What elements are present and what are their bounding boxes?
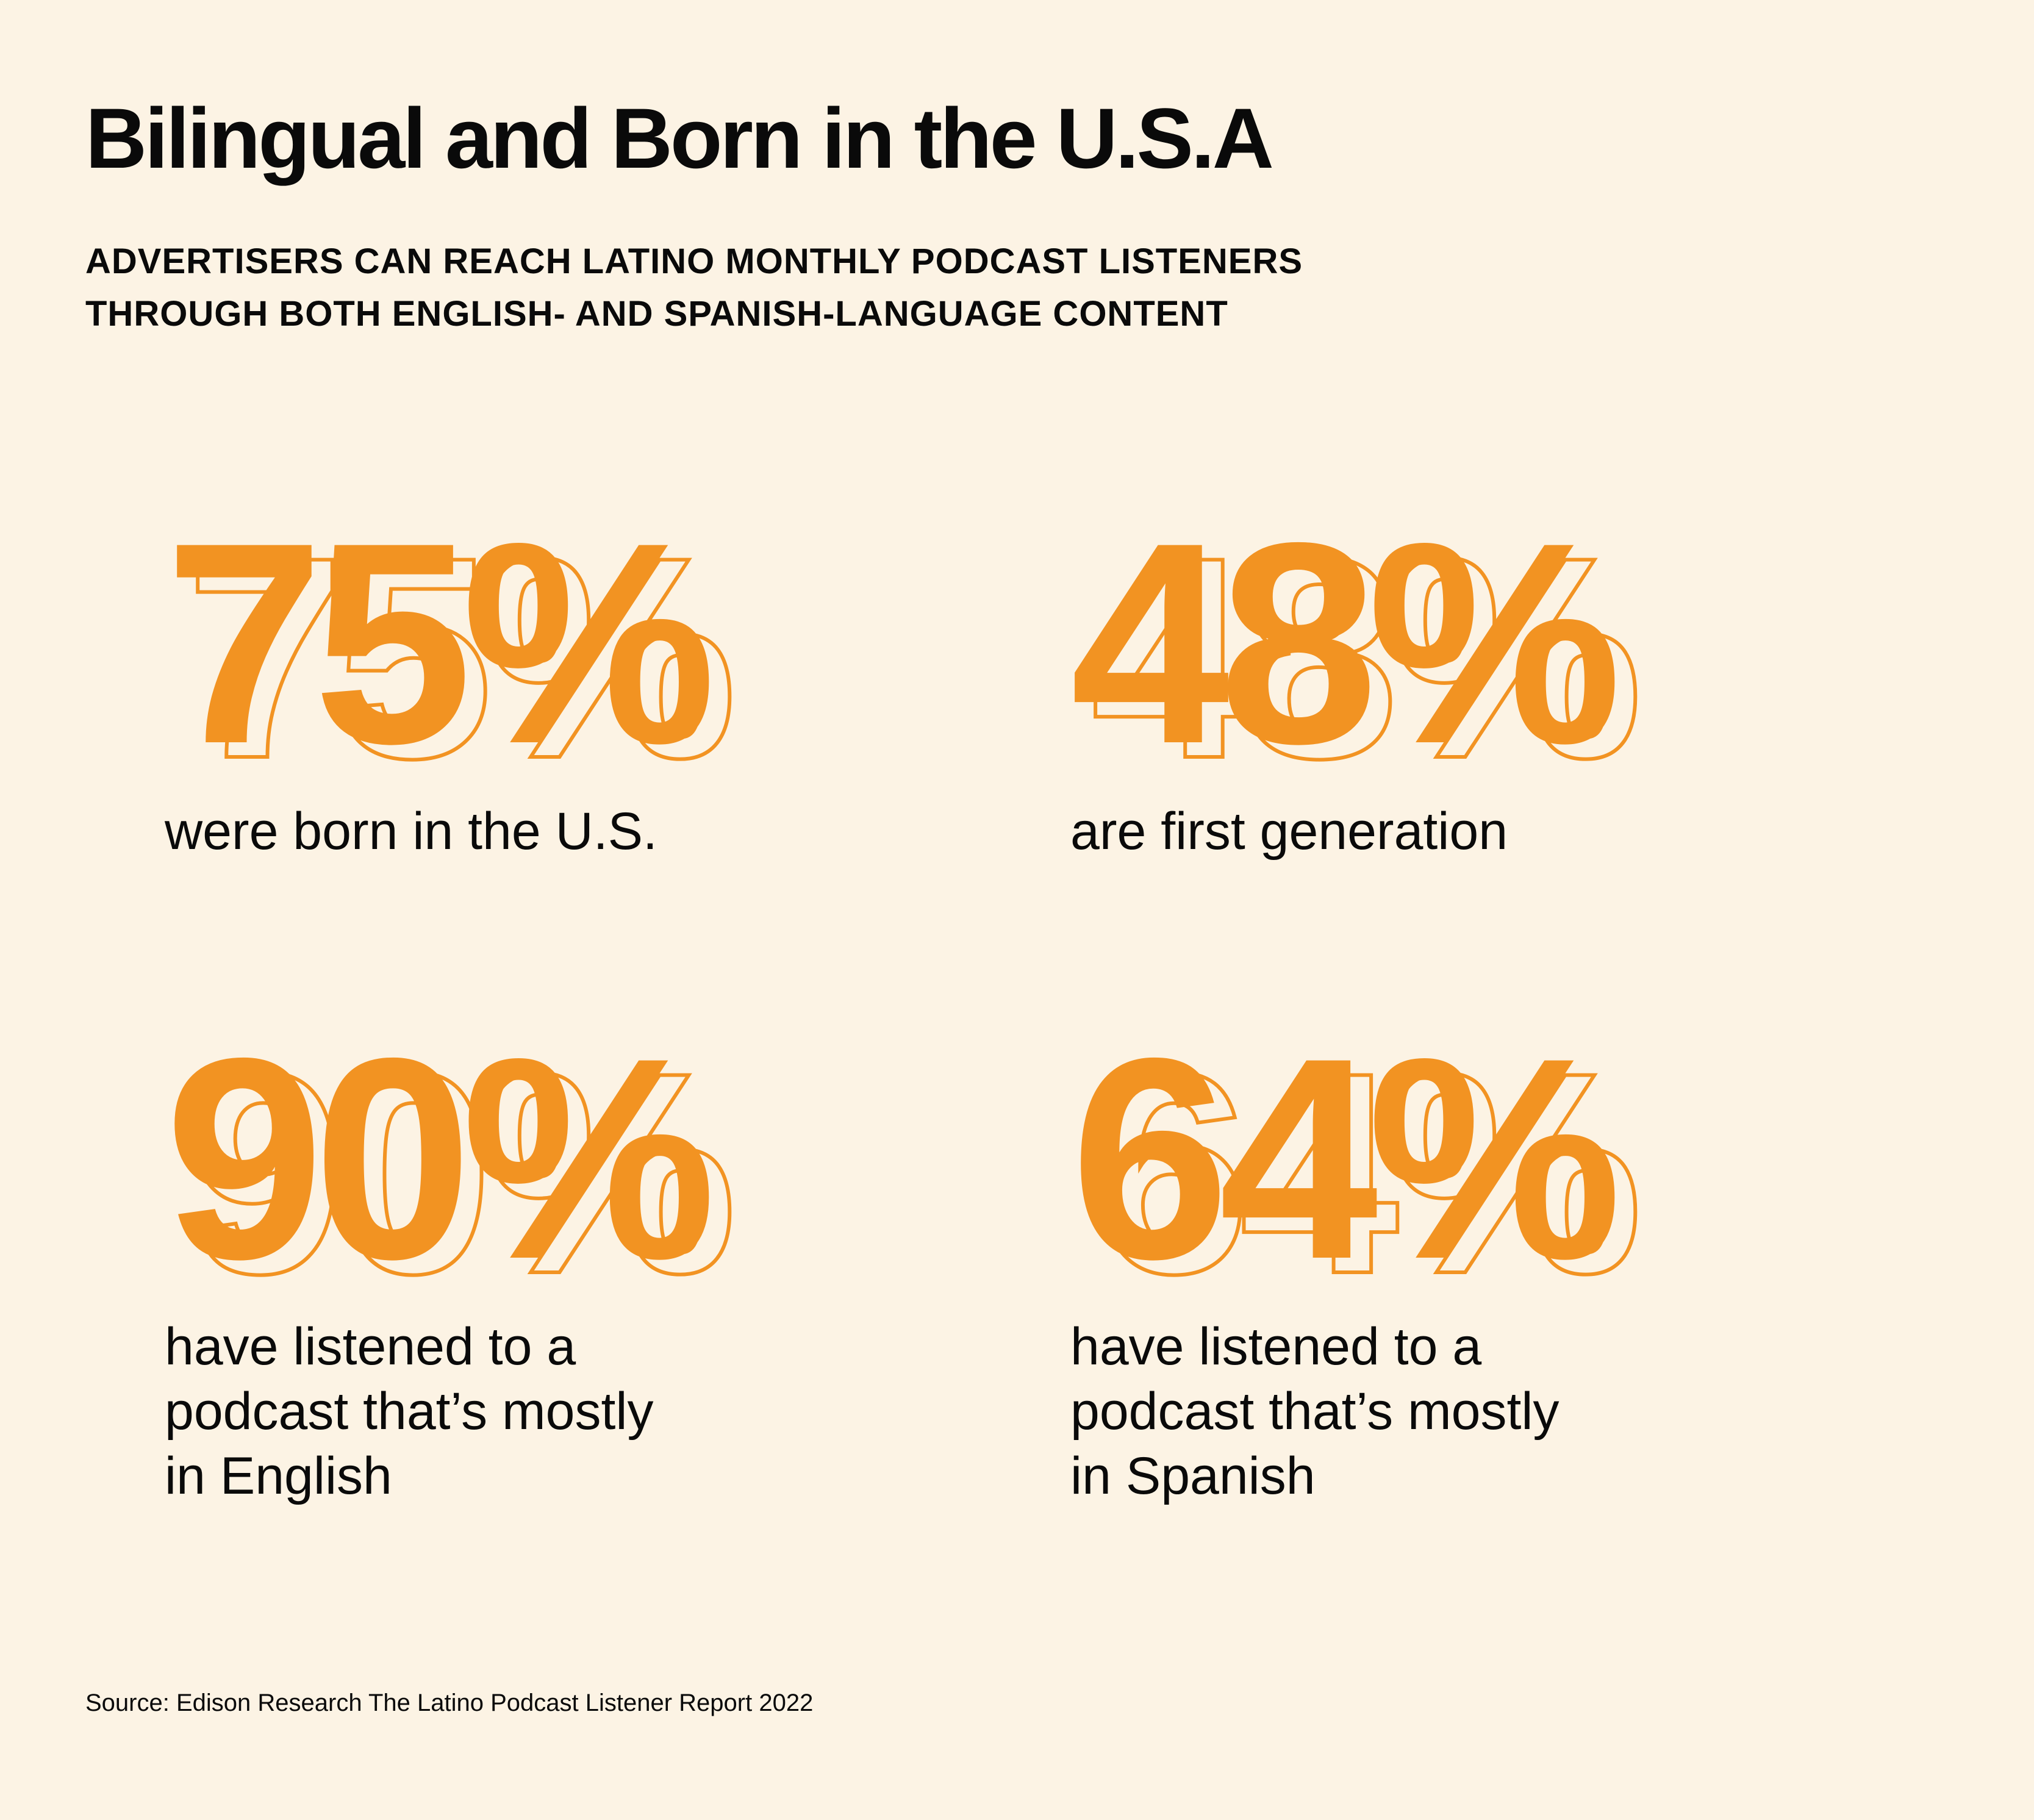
- stat-value-outline: 75%: [184, 498, 739, 818]
- page-title: Bilingual and Born in the U.S.A: [85, 90, 1274, 186]
- subtitle: ADVERTISERS CAN REACH LATINO MONTHLY POD…: [85, 235, 1671, 340]
- stat-born-in-us: 75% 75% were born in the U.S.: [165, 500, 958, 864]
- stat-description-line: have listened to a: [165, 1317, 576, 1376]
- stat-value: 75%: [165, 483, 717, 803]
- stat-value: 48%: [1070, 483, 1622, 803]
- stat-spanish-podcast: 64% 64% have listened to a podcast that’…: [1070, 1016, 1863, 1508]
- stat-value: 90%: [165, 998, 717, 1319]
- stat-description-line: in Spanish: [1070, 1447, 1316, 1505]
- stat-description: have listened to a podcast that’s mostly…: [1070, 1314, 1863, 1508]
- stat-value-outline: 90%: [184, 1013, 739, 1333]
- stat-description-line: podcast that’s mostly: [1070, 1382, 1560, 1441]
- stat-english-podcast: 90% 90% have listened to a podcast that’…: [165, 1016, 958, 1508]
- stat-value-outline: 48%: [1089, 498, 1645, 818]
- stat-value: 64%: [1070, 998, 1622, 1319]
- stat-description-line: podcast that’s mostly: [165, 1382, 654, 1441]
- stat-description: have listened to a podcast that’s mostly…: [165, 1314, 958, 1508]
- stat-value-graphic: 75% 75%: [165, 500, 958, 803]
- stat-description-line: are first generation: [1070, 802, 1508, 861]
- stat-description-line: in English: [165, 1447, 392, 1505]
- subtitle-line: ADVERTISERS CAN REACH LATINO MONTHLY POD…: [85, 242, 1303, 281]
- stat-description-line: were born in the U.S.: [165, 802, 657, 861]
- stat-value-graphic: 48% 48%: [1070, 500, 1863, 803]
- stat-value-graphic: 64% 64%: [1070, 1016, 1863, 1319]
- stat-value-outline: 64%: [1089, 1013, 1645, 1333]
- stat-value-graphic: 90% 90%: [165, 1016, 958, 1319]
- source-note: Source: Edison Research The Latino Podca…: [85, 1689, 814, 1716]
- stat-description: were born in the U.S.: [165, 799, 958, 864]
- stat-description-line: have listened to a: [1070, 1317, 1482, 1376]
- subtitle-line: THROUGH BOTH ENGLISH- AND SPANISH-LANGUA…: [85, 294, 1228, 334]
- stat-first-generation: 48% 48% are first generation: [1070, 500, 1863, 864]
- stat-description: are first generation: [1070, 799, 1863, 864]
